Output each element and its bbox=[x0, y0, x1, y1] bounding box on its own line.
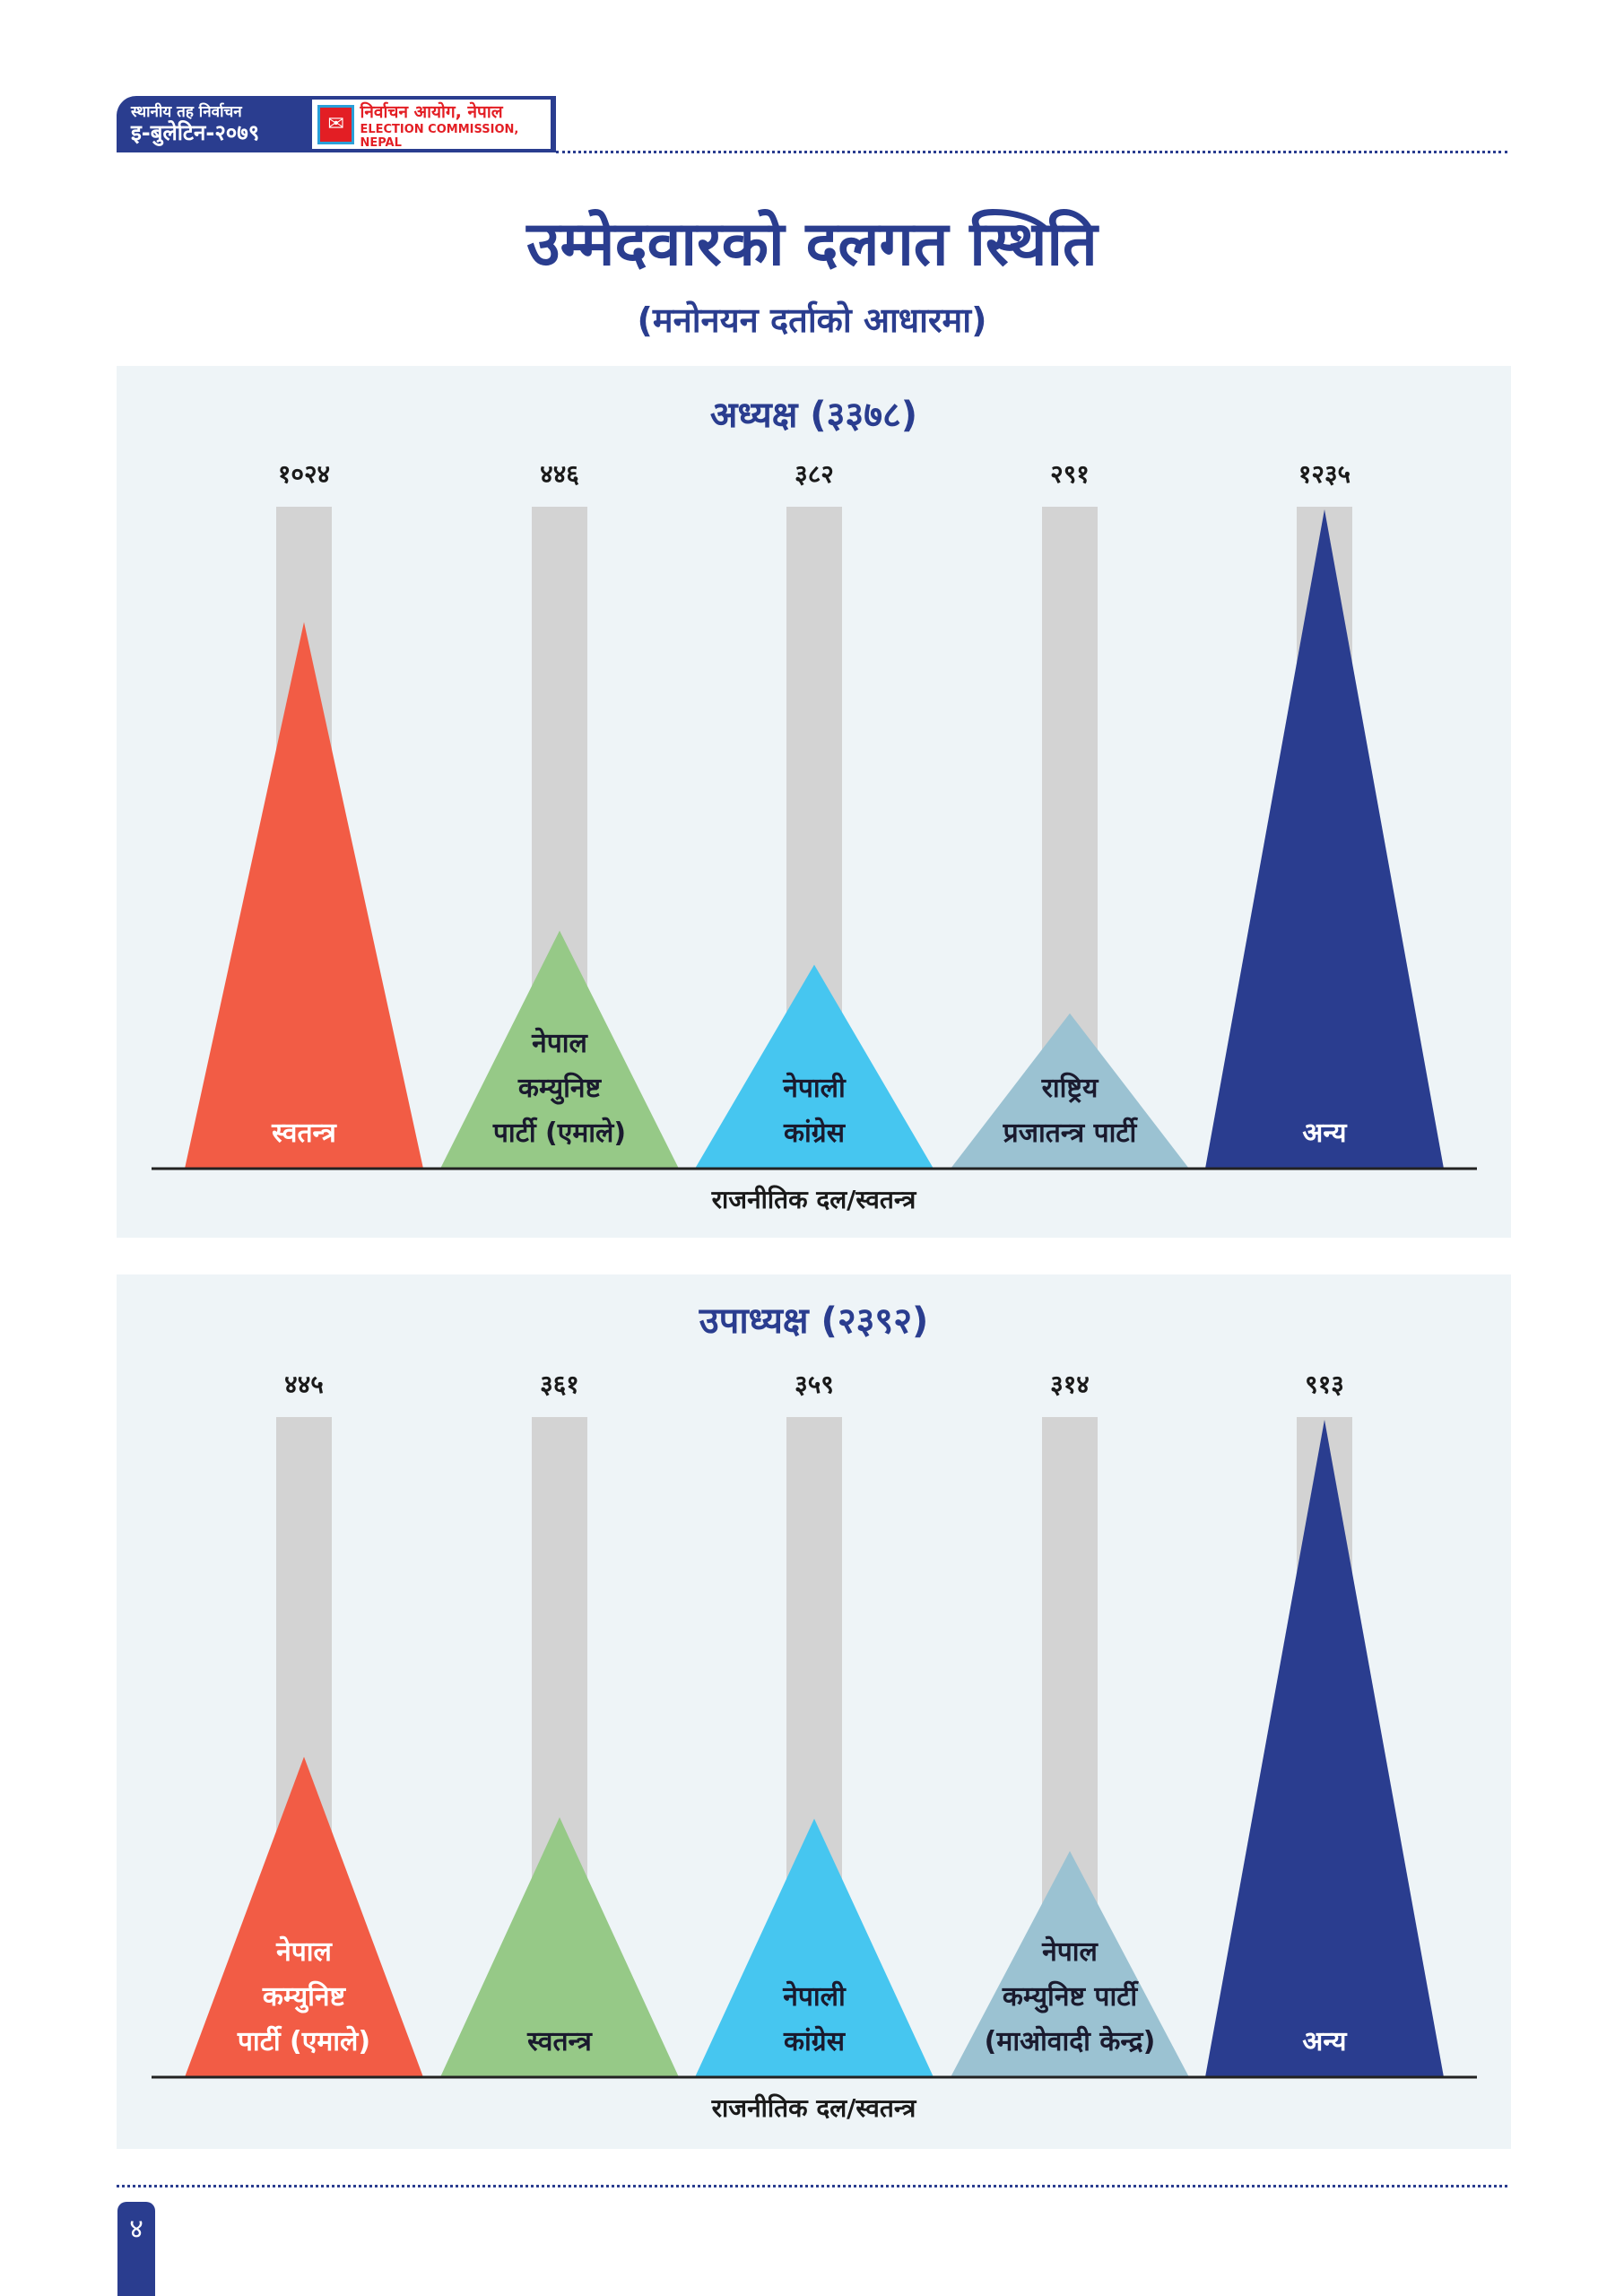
bar-triangle bbox=[951, 1850, 1189, 2077]
category-label: कांग्रेस bbox=[783, 2025, 847, 2057]
chart-panel-vice-chair: उपाध्यक्ष (२३९२) ४४५ नेपाल कम्युनिष्ट पार्ट… bbox=[117, 1274, 1511, 2149]
bulletin-header: स्थानीय तह निर्वाचन इ-बुलेटिन-२०७९ ✉ निर… bbox=[117, 96, 556, 152]
value-label: २९१ bbox=[1050, 459, 1090, 489]
x-axis-label: राजनीतिक दल/स्वतन्त्र bbox=[711, 2093, 916, 2123]
category-label: नेपाल bbox=[1041, 1935, 1099, 1968]
bar-triangle bbox=[440, 1817, 679, 2077]
value-label: ४४६ bbox=[540, 459, 579, 489]
commission-name-np: निर्वाचन आयोग, नेपाल bbox=[360, 101, 503, 122]
chart-svg: ४४५ नेपाल कम्युनिष्ट पार्टी (एमाले) ३६१ स्वतन… bbox=[152, 1370, 1477, 2079]
category-label: (माओवादी केन्द्र) bbox=[985, 2025, 1156, 2057]
commission-name-en: ELECTION COMMISSION, NEPAL bbox=[360, 122, 519, 150]
header-divider bbox=[556, 151, 1507, 153]
category-label: अन्य bbox=[1302, 1118, 1348, 1149]
bar-triangle bbox=[695, 964, 934, 1169]
bar-triangle bbox=[185, 622, 423, 1169]
bulletin-line1: स्थानीय तह निर्वाचन bbox=[131, 102, 242, 121]
bulletin-label: स्थानीय तह निर्वाचन इ-बुलेटिन-२०७९ bbox=[117, 104, 324, 144]
category-label: पार्टी (एमाले) bbox=[237, 2025, 370, 2057]
bar-triangle bbox=[185, 1756, 423, 2077]
commission-logo-block: ✉ निर्वाचन आयोग, नेपाल ELECTION COMMISSI… bbox=[312, 100, 551, 150]
page-subtitle: (मनोनयन दर्ताको आधारमा) bbox=[637, 300, 987, 340]
value-label: १२३५ bbox=[1298, 459, 1350, 489]
value-label: ३१४ bbox=[1050, 1370, 1090, 1399]
category-label: प्रजातन्त्र पार्टी bbox=[1003, 1117, 1139, 1149]
category-label: अन्य bbox=[1302, 2026, 1348, 2057]
category-label: नेपाल bbox=[275, 1935, 333, 1968]
chart-title: उपाध्यक्ष (२३९२) bbox=[699, 1300, 929, 1342]
bar-triangle bbox=[1205, 509, 1444, 1169]
bar-triangle bbox=[951, 1013, 1189, 1169]
bar-triangle bbox=[1205, 1420, 1444, 2077]
bar-triangle bbox=[695, 1818, 934, 2077]
bulletin-line2: इ-बुलेटिन-२०७९ bbox=[131, 119, 260, 145]
category-label: स्वतन्त्र bbox=[526, 2026, 593, 2057]
page-title: उम्मेदवारको दलगत स्थिति bbox=[526, 209, 1098, 280]
category-label: नेपाली bbox=[782, 1072, 847, 1104]
chart-panel-chair: अध्यक्ष (३३७८) १०२४ स्वतन्त्र ४४६ नेपाल कम्य… bbox=[117, 366, 1511, 1238]
chart-title: अध्यक्ष (३३७८) bbox=[709, 395, 918, 436]
category-label: स्वतन्त्र bbox=[271, 1118, 337, 1149]
category-label: कांग्रेस bbox=[783, 1117, 847, 1149]
value-label: ९१३ bbox=[1305, 1370, 1344, 1399]
category-label: कम्युनिष्ट bbox=[517, 1072, 603, 1105]
ballot-box-icon: ✉ bbox=[317, 104, 355, 144]
value-label: १०२४ bbox=[278, 459, 330, 489]
value-label: ३५९ bbox=[795, 1370, 834, 1399]
value-label: ४४५ bbox=[284, 1370, 324, 1399]
category-label: राष्ट्रिय bbox=[1041, 1072, 1099, 1104]
x-axis-label: राजनीतिक दल/स्वतन्त्र bbox=[711, 1185, 916, 1214]
value-label: ३८२ bbox=[795, 459, 834, 489]
footer-divider bbox=[117, 2185, 1507, 2187]
category-label: कम्युनिष्ट पार्टी bbox=[1002, 1980, 1140, 2013]
category-label: नेपाली bbox=[782, 1980, 847, 2013]
category-label: कम्युनिष्ट bbox=[262, 1980, 347, 2013]
page-number: ४ bbox=[117, 2202, 155, 2296]
category-label: नेपाल bbox=[531, 1027, 588, 1059]
bar-triangle bbox=[440, 930, 679, 1169]
value-label: ३६१ bbox=[540, 1370, 579, 1399]
category-label: पार्टी (एमाले) bbox=[492, 1117, 626, 1149]
chart-svg: १०२४ स्वतन्त्र ४४६ नेपाल कम्युनिष्ट पार्टी (ए… bbox=[152, 459, 1477, 1170]
